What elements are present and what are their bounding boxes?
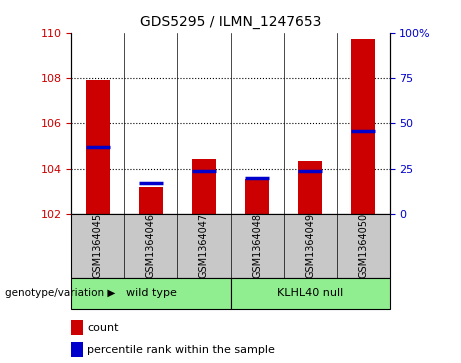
Text: GSM1364045: GSM1364045 [93,213,103,278]
Text: wild type: wild type [125,288,177,298]
Bar [298,161,322,214]
Bar [245,179,269,214]
Text: KLHL40 null: KLHL40 null [277,288,343,298]
Bar [86,80,110,214]
Bar [230,278,390,309]
Text: count: count [88,323,119,333]
Bar [351,40,375,214]
Text: GSM1364047: GSM1364047 [199,213,209,278]
Bar [139,187,163,214]
Bar [71,342,83,357]
Text: GSM1364050: GSM1364050 [358,213,368,278]
Text: GSM1364046: GSM1364046 [146,213,156,278]
Bar [192,159,216,214]
Bar [71,278,230,309]
Text: percentile rank within the sample: percentile rank within the sample [88,345,275,355]
Text: GSM1364049: GSM1364049 [305,213,315,278]
Text: GSM1364048: GSM1364048 [252,213,262,278]
Title: GDS5295 / ILMN_1247653: GDS5295 / ILMN_1247653 [140,15,321,29]
Text: genotype/variation ▶: genotype/variation ▶ [5,288,115,298]
Bar [71,320,83,335]
